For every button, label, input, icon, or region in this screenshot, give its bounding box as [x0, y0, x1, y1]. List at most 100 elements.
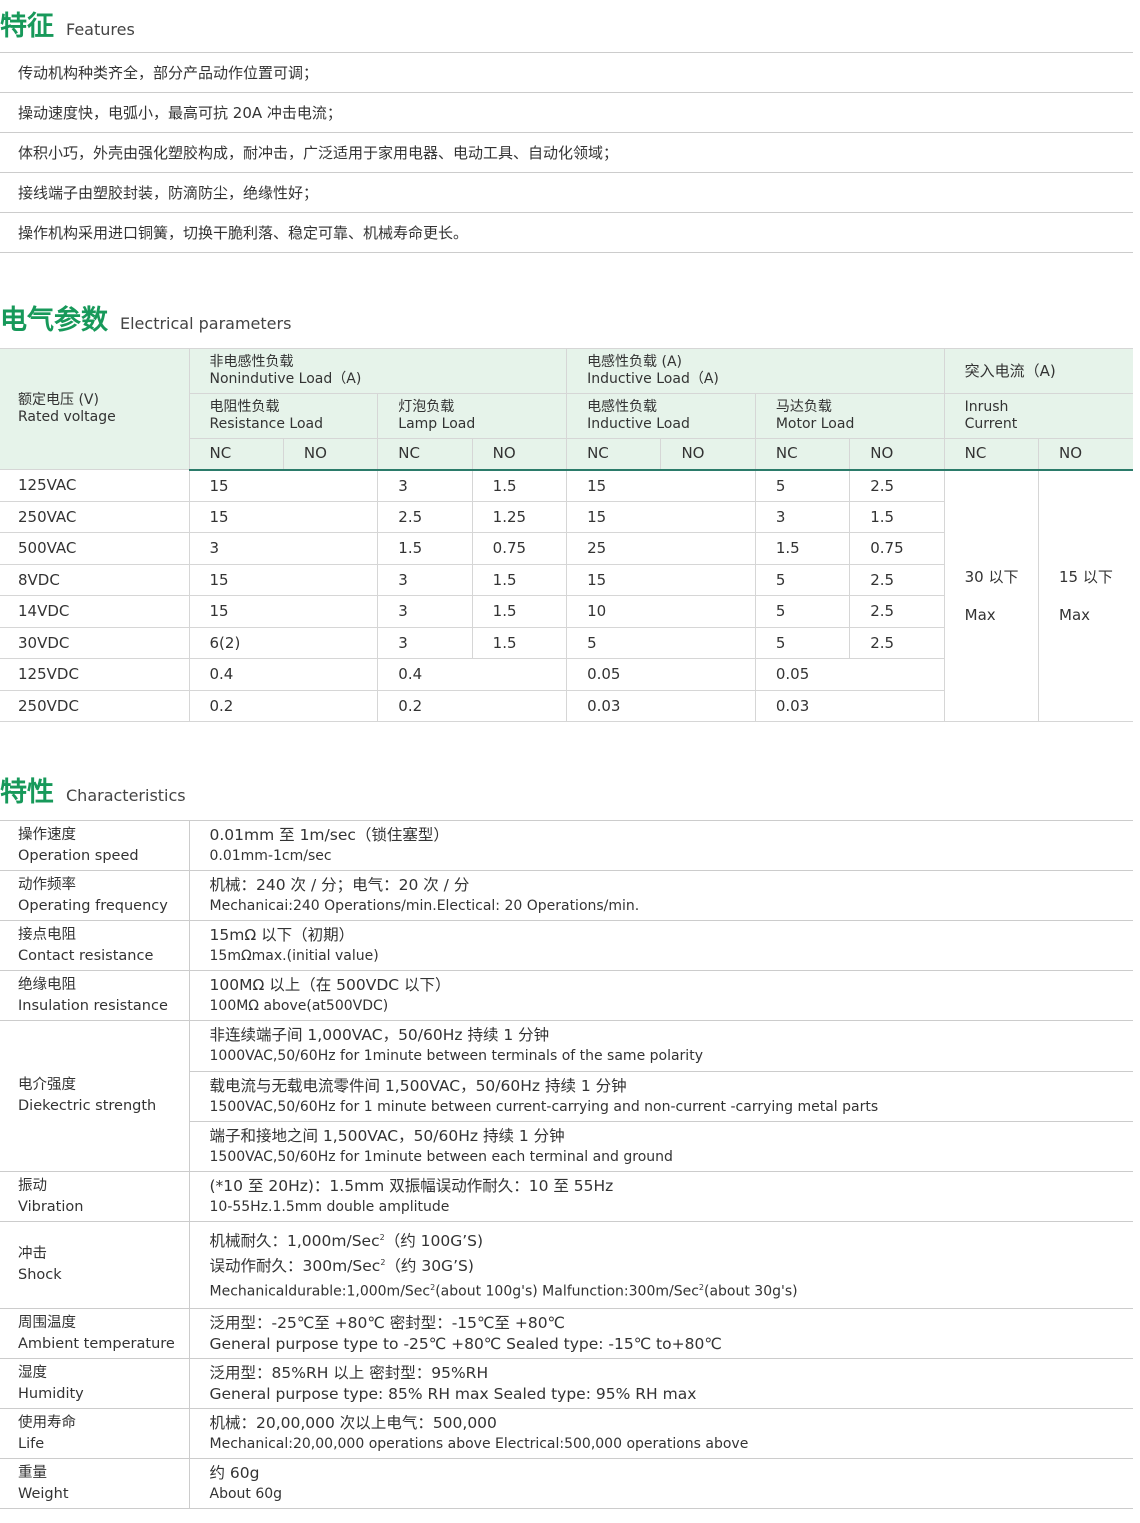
lamp-nc-cell: 3 — [377, 563, 473, 596]
voltage-cell: 125VDC — [0, 658, 190, 691]
motor-no-cell: 0.75 — [849, 532, 945, 565]
lamp-no-cell: 1.5 — [471, 469, 568, 502]
value-line: 1000VAC,50/60Hz for 1minute between term… — [209, 1048, 703, 1064]
features-list: 传动机构种类齐全，部分产品动作位置可调； 操动速度快，电弧小，最高可抗 20A 冲… — [0, 52, 1133, 253]
characteristic-value: 机械：240 次 / 分；电气：20 次 / 分 Mechanicai:240 O… — [189, 870, 1133, 921]
value-line: 约 60g — [209, 1463, 260, 1482]
value-line: 100MΩ above(at500VDC) — [209, 997, 389, 1014]
inductive-cell: 15 — [566, 563, 756, 596]
motor-nc-cell: 5 — [754, 469, 851, 502]
inrush-no-cell: 15 以下 Max — [1038, 469, 1133, 722]
value-line: (*10 至 20Hz)：1.5mm 双振幅误动作耐久：10 至 55Hz — [209, 1176, 614, 1195]
inductive-cell: 15 — [566, 469, 756, 502]
label-en: Ambient temperature — [18, 1335, 175, 1352]
motor-no-cell: 1.5 — [849, 500, 945, 533]
characteristic-label: 使用寿命 Life — [0, 1408, 190, 1459]
value-line: 0.01mm 至 1m/sec（锁住塞型） — [209, 825, 449, 844]
characteristic-value: 约 60g About 60g — [189, 1458, 1133, 1509]
resistance-load-header: 电阻性负载 Resistance Load — [189, 393, 379, 439]
lamp-cell: 0.2 — [377, 689, 568, 722]
value-line: 泛用型：-25℃至 +80℃ 密封型：-15℃至 +80℃ — [209, 1313, 565, 1332]
motor-no-cell: 2.5 — [849, 595, 945, 628]
lamp-cell: 0.4 — [377, 658, 568, 691]
characteristic-label: 接点电阻 Contact resistance — [0, 920, 190, 971]
value-line: 泛用型：85%RH 以上 密封型：95%RH — [209, 1363, 489, 1382]
characteristic-value: 机械耐久：1,000m/Sec2（约 100G’S) 误动作耐久：300m/Sec… — [189, 1221, 1133, 1309]
table-row: 125VAC 15 3 1.5 15 5 2.5 30 以下 Max 15 以下 Max — [0, 469, 1133, 722]
characteristics-row: 周围温度 Ambient temperature 泛用型：-25℃至 +80℃ 密封… — [0, 1308, 1133, 1359]
characteristic-label: 电介强度 Diekectric strength — [0, 1020, 190, 1172]
resistance-cell: 15 — [188, 469, 379, 502]
lamp-no-cell: 1.25 — [471, 500, 568, 533]
value-line: Mechanical:20,00,000 operations above El… — [209, 1435, 749, 1452]
motor-no-cell: 2.5 — [849, 469, 945, 502]
rated-voltage-header: 额定电压 (V) Rated voltage — [0, 348, 190, 470]
inductive-cell: 5 — [566, 626, 756, 659]
characteristics-row: 振动 Vibration (*10 至 20Hz)：1.5mm 双振幅误动作耐久：1… — [0, 1171, 1133, 1222]
lamp-no-cell: 1.5 — [471, 595, 568, 628]
features-heading: 特征 Features — [0, 4, 135, 43]
value-line: 机械：20,00,000 次以上电气：500,000 — [209, 1413, 497, 1432]
nc-header: NC — [754, 438, 851, 471]
value-line: 非连续端子间 1,000VAC，50/60Hz 持续 1 分钟 — [209, 1026, 550, 1044]
value-line: 100MΩ 以上（在 500VDC 以下） — [209, 975, 451, 994]
voltage-cell: 125VAC — [0, 469, 190, 502]
characteristics-row: 湿度 Humidity 泛用型：85%RH 以上 密封型：95%RH General … — [0, 1358, 1133, 1409]
characteristic-label: 冲击 Shock — [0, 1221, 190, 1309]
inductive-cell: 15 — [566, 500, 756, 533]
label-zh: 重量 — [18, 1464, 47, 1481]
characteristics-row: 动作频率 Operating frequency 机械：240 次 / 分；电气：2… — [0, 870, 1133, 921]
characteristics-row: 冲击 Shock 机械耐久：1,000m/Sec2（约 100G’S) 误动作耐久：3… — [0, 1221, 1133, 1309]
characteristic-value: 泛用型：-25℃至 +80℃ 密封型：-15℃至 +80℃ General pu… — [189, 1308, 1133, 1359]
value-line: 0.01mm-1cm/sec — [209, 847, 332, 864]
voltage-cell: 14VDC — [0, 595, 190, 628]
resistance-cell: 15 — [188, 595, 379, 628]
characteristics-row: 使用寿命 Life 机械：20,00,000 次以上电气：500,000 Mechan… — [0, 1408, 1133, 1459]
motor-nc-cell: 5 — [754, 626, 851, 659]
characteristic-label: 湿度 Humidity — [0, 1358, 190, 1409]
characteristic-value: 0.01mm 至 1m/sec（锁住塞型） 0.01mm-1cm/sec — [189, 820, 1133, 871]
resistance-cell: 6(2) — [188, 626, 379, 659]
lamp-load-header: 灯泡负载 Lamp Load — [377, 393, 568, 439]
table-row: 250VDC 0.2 0.2 0.03 0.03 — [0, 689, 1133, 722]
label-zh: 周围温度 — [18, 1314, 76, 1331]
motor-nc-cell: 5 — [754, 595, 851, 628]
nc-header: NC — [189, 438, 284, 471]
label-zh: 冲击 — [18, 1246, 47, 1262]
resistance-cell: 3 — [188, 532, 379, 565]
value-line: 载电流与无载电流零件间 1,500VAC，50/60Hz 持续 1 分钟 — [209, 1076, 627, 1095]
label-en: Humidity — [18, 1385, 84, 1402]
value-line: 机械耐久：1,000m/Sec2（约 100G’S) — [209, 1232, 484, 1251]
label-zh: 湿度 — [18, 1364, 47, 1381]
sub-value: 非连续端子间 1,000VAC，50/60Hz 持续 1 分钟 1000VAC,5… — [190, 1021, 1134, 1071]
motor-nc-cell: 3 — [754, 500, 851, 533]
label-en: Vibration — [18, 1198, 84, 1215]
label-en: Insulation resistance — [18, 997, 168, 1014]
value-line: About 60g — [209, 1485, 283, 1502]
noninductive-header: 非电感性负载 Nonindutive Load（A) — [188, 348, 568, 394]
characteristics-row: 操作速度 Operation speed 0.01mm 至 1m/sec（锁住塞型）… — [0, 820, 1133, 871]
no-header: NO — [660, 438, 756, 471]
inrush-no-value: 15 以下 — [1059, 567, 1113, 586]
table-row: 500VAC 3 1.5 0.75 25 1.5 0.75 — [0, 532, 1133, 565]
lamp-nc-cell: 3 — [377, 626, 473, 659]
lamp-no-cell: 1.5 — [471, 626, 568, 659]
voltage-cell: 250VAC — [0, 500, 190, 533]
label-zh: 动作频率 — [18, 876, 76, 893]
inductive-cell: 25 — [566, 532, 756, 565]
electrical-title-zh: 电气参数 — [0, 305, 108, 336]
lamp-nc-cell: 3 — [377, 595, 473, 628]
characteristic-label: 振动 Vibration — [0, 1171, 190, 1222]
feature-item: 体积小巧，外壳由强化塑胶构成，耐冲击，广泛适用于家用电器、电动工具、自动化领域； — [0, 133, 1133, 173]
label-en: Diekectric strength — [18, 1098, 157, 1114]
value-line: 1500VAC,50/60Hz for 1 minute between cur… — [209, 1098, 879, 1115]
feature-item: 传动机构种类齐全，部分产品动作位置可调； — [0, 53, 1133, 93]
resistance-cell: 0.2 — [188, 689, 379, 722]
characteristic-value: 非连续端子间 1,000VAC，50/60Hz 持续 1 分钟 1000VAC,5… — [189, 1020, 1134, 1172]
features-title-zh: 特征 — [0, 11, 54, 42]
characteristic-value: 100MΩ 以上（在 500VDC 以下） 100MΩ above(at500VD… — [189, 970, 1133, 1021]
motor-nc-cell: 5 — [754, 563, 851, 596]
electrical-title-en: Electrical parameters — [120, 314, 292, 333]
lamp-nc-cell: 1.5 — [377, 532, 473, 565]
voltage-cell: 250VDC — [0, 689, 190, 722]
